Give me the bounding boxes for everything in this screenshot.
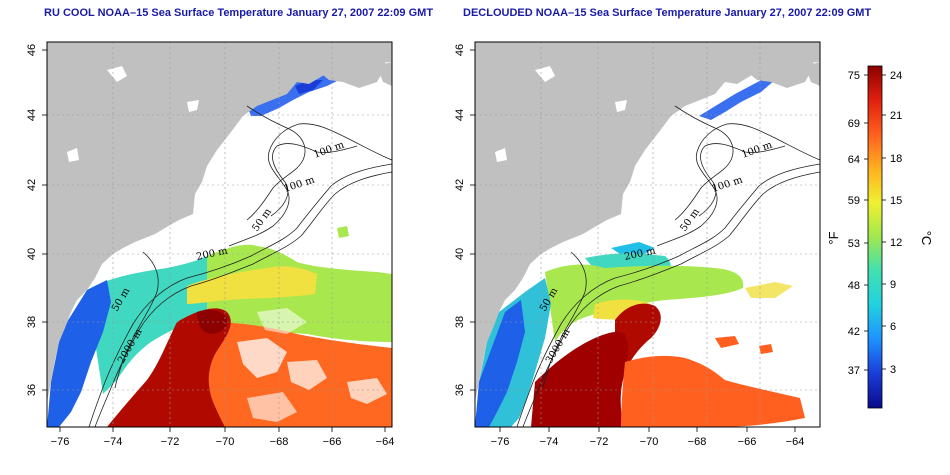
fahrenheit-tick: 59: [848, 195, 860, 207]
y-tick-label: 46: [454, 44, 466, 56]
left-map-panel: 100 m 100 m 50 m 200 m 50 m 2000 m −76 −…: [26, 41, 395, 448]
right-map-title: DECLOUDED NOAA–15 Sea Surface Temperatur…: [463, 7, 872, 19]
celsius-tick-labels: 24 21 18 15 12 9 6 3: [890, 70, 902, 376]
celsius-tick: 15: [890, 195, 902, 207]
y-tick-label: 38: [454, 316, 466, 328]
fahrenheit-tick: 42: [848, 326, 860, 338]
left-y-axis: [42, 49, 47, 391]
left-x-tick-labels: −76 −74 −72 −70 −68 −66 −64: [51, 436, 395, 448]
x-tick-label: −66: [738, 436, 757, 448]
x-tick-label: −72: [161, 436, 180, 448]
celsius-tick: 9: [890, 279, 896, 291]
x-tick-label: −66: [323, 436, 342, 448]
celsius-tick: 3: [890, 364, 896, 376]
x-tick-label: −64: [786, 436, 805, 448]
y-tick-label: 46: [26, 44, 38, 56]
x-tick-label: −64: [376, 436, 395, 448]
x-tick-label: −76: [51, 436, 70, 448]
fahrenheit-tick: 53: [848, 238, 860, 250]
left-y-tick-labels: 46 44 42 40 38 36: [26, 44, 38, 396]
left-x-axis: [59, 427, 386, 432]
right-map-panel: 100 m 100 m 50 m 200 m 50 m 3000 m −76 −…: [454, 41, 821, 448]
temperature-colorbar: 75 69 64 59 53 48 42 37 24 21 18 15 12 9…: [826, 65, 934, 409]
celsius-tick: 21: [890, 110, 902, 122]
colorbar-ticks: [864, 74, 886, 371]
left-gridlines: [47, 42, 392, 427]
right-x-tick-labels: −76 −74 −72 −70 −68 −66 −64: [491, 436, 805, 448]
celsius-tick: 24: [890, 70, 902, 82]
celsius-tick: 12: [890, 237, 902, 249]
right-y-tick-labels: 46 44 42 40 38 36: [454, 44, 466, 396]
y-tick-label: 44: [26, 109, 38, 121]
x-tick-label: −74: [540, 436, 559, 448]
fahrenheit-tick: 48: [848, 280, 860, 292]
fahrenheit-tick: 69: [848, 118, 860, 130]
y-tick-label: 44: [454, 109, 466, 121]
celsius-unit-label: °C: [919, 231, 934, 246]
left-map-title: RU COOL NOAA–15 Sea Surface Temperature …: [44, 7, 434, 19]
fahrenheit-tick: 37: [848, 365, 860, 377]
y-tick-label: 42: [26, 179, 38, 191]
y-tick-label: 36: [454, 384, 466, 396]
celsius-tick: 6: [890, 321, 896, 333]
fahrenheit-tick: 75: [848, 70, 860, 82]
x-tick-label: −76: [491, 436, 510, 448]
fahrenheit-tick-labels: 75 69 64 59 53 48 42 37: [848, 70, 860, 377]
x-tick-label: −74: [104, 436, 123, 448]
celsius-tick: 18: [890, 153, 902, 165]
x-tick-label: −70: [216, 436, 235, 448]
y-tick-label: 38: [26, 316, 38, 328]
y-tick-label: 42: [454, 179, 466, 191]
right-x-axis: [499, 427, 796, 432]
right-gridlines: [475, 42, 820, 427]
x-tick-label: −70: [640, 436, 659, 448]
fahrenheit-unit-label: °F: [826, 231, 841, 244]
x-tick-label: −68: [688, 436, 707, 448]
colorbar-gradient: [867, 65, 883, 409]
y-tick-label: 40: [454, 248, 466, 260]
fahrenheit-tick: 64: [848, 154, 860, 166]
y-tick-label: 36: [26, 384, 38, 396]
right-y-axis: [470, 49, 475, 391]
x-tick-label: −68: [270, 436, 289, 448]
x-tick-label: −72: [590, 436, 609, 448]
y-tick-label: 40: [26, 248, 38, 260]
